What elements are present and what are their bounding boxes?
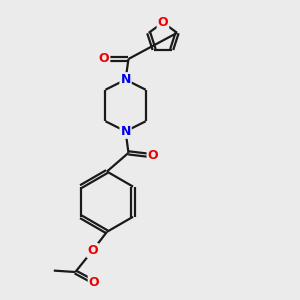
Text: O: O (158, 16, 168, 29)
Text: O: O (99, 52, 110, 65)
Text: O: O (87, 244, 98, 257)
Text: O: O (148, 149, 158, 162)
Text: N: N (120, 73, 131, 86)
Text: N: N (120, 125, 131, 138)
Text: O: O (89, 276, 99, 289)
